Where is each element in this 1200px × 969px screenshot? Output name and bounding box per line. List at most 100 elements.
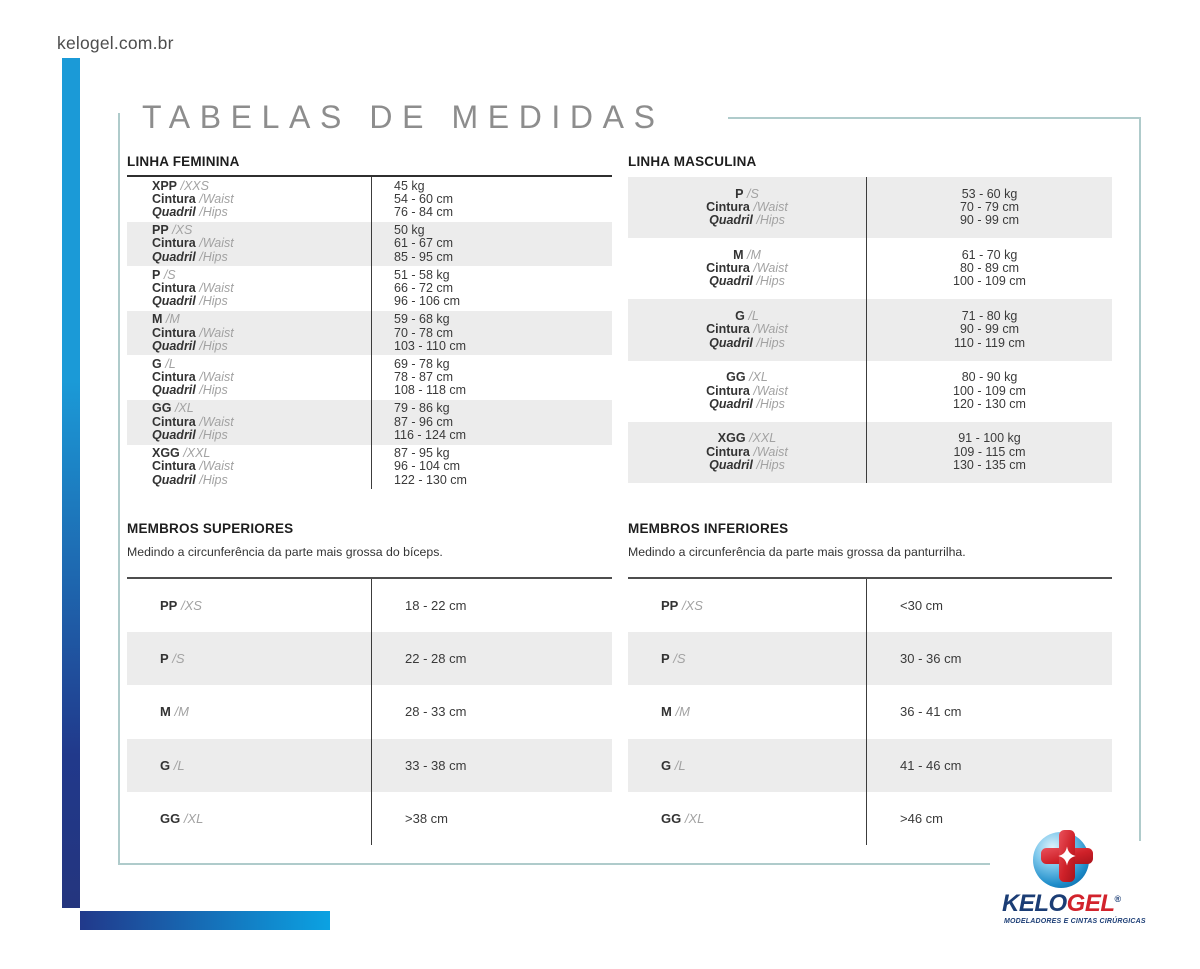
waist-label-en: /Waist (199, 280, 234, 295)
linha-masculina-table: P /S Cintura /Waist Quadril /Hips 53 - 60 k… (628, 177, 1112, 483)
hips-value: 116 - 124 cm (394, 428, 467, 443)
waist-label: Cintura (152, 280, 196, 295)
waist-label-en: /Waist (199, 236, 234, 251)
size-code-en: /XXL (183, 446, 211, 461)
left-accent-bar (62, 58, 80, 908)
size-values-cell: 71 - 80 kg 90 - 99 cm 110 - 119 cm (867, 299, 1112, 360)
size-row: PP /XS Cintura /Waist Quadril /Hips 50 kg 61… (127, 221, 612, 267)
hips-value: 103 - 110 cm (394, 338, 467, 353)
size-values-cell: 36 - 41 cm (867, 685, 1112, 738)
membros-inferiores-description: Medindo a circunferência da parte mais g… (628, 545, 966, 559)
hips-label: Quadril (709, 213, 753, 228)
hips-value: 110 - 119 cm (953, 335, 1026, 350)
size-code: P (152, 267, 161, 282)
size-label-cell: M /M Cintura /Waist Quadril /Hips (628, 238, 867, 300)
hips-label-en: /Hips (756, 396, 785, 411)
bottom-accent-bar (80, 911, 330, 930)
size-label-cell: G /L (628, 738, 867, 792)
size-values-cell: 45 kg 54 - 60 cm 76 - 84 cm (372, 177, 612, 222)
hips-value: 96 - 106 cm (394, 294, 461, 309)
waist-value: 54 - 60 cm (394, 191, 454, 206)
size-row: P /S 22 - 28 cm (127, 632, 612, 686)
waist-value: 109 - 115 cm (953, 444, 1026, 459)
size-row: GG /XL >46 cm (628, 791, 1112, 845)
hips-label-en: /Hips (199, 428, 228, 443)
membros-inferiores-header: MEMBROS INFERIORES (628, 521, 789, 536)
size-label-cell: GG /XL (628, 791, 867, 845)
size-code: G (735, 309, 745, 324)
hips-label-en: /Hips (756, 274, 785, 289)
size-row: G /L 33 - 38 cm (127, 738, 612, 792)
size-row: PP /XS 18 - 22 cm (127, 579, 612, 633)
linha-feminina-header: LINHA FEMININA (127, 154, 240, 169)
size-values-cell: 61 - 70 kg 80 - 89 cm 100 - 109 cm (867, 238, 1112, 299)
circumference-value: 36 - 41 cm (900, 704, 962, 720)
waist-value: 80 - 89 cm (959, 261, 1020, 276)
waist-value: 70 - 78 cm (394, 325, 454, 340)
hips-label-en: /Hips (199, 294, 228, 309)
frame-line-bottom (118, 863, 990, 865)
waist-label-en: /Waist (753, 383, 788, 398)
size-values-cell: 51 - 58 kg 66 - 72 cm 96 - 106 cm (372, 266, 612, 311)
size-code: XPP (152, 178, 178, 193)
section-membros-inferiores: MEMBROS INFERIORES Medindo a circunferên… (628, 522, 1112, 857)
size-row: P /S Cintura /Waist Quadril /Hips 53 - 60 k… (628, 177, 1112, 239)
weight-value: 53 - 60 kg (961, 186, 1018, 201)
size-values-cell: 80 - 90 kg 100 - 109 cm 120 - 130 cm (867, 361, 1112, 422)
size-values-cell: >46 cm (867, 792, 1112, 845)
size-label-cell: G /L (127, 738, 372, 792)
waist-label: Cintura (706, 322, 750, 337)
registered-mark: ® (1114, 894, 1122, 904)
waist-label-en: /Waist (199, 325, 234, 340)
size-row: M /M Cintura /Waist Quadril /Hips 61 - 70 k… (628, 238, 1112, 300)
logo-wordmark: KELOGEL® (1002, 890, 1121, 918)
size-code: PP (160, 597, 178, 613)
size-code: GG (726, 370, 746, 385)
waist-value: 96 - 104 cm (394, 459, 461, 474)
logo-cross-emblem-icon (1033, 830, 1093, 888)
waist-label: Cintura (152, 325, 196, 340)
size-code-en: /M (165, 312, 180, 327)
weight-value: 59 - 68 kg (394, 312, 450, 327)
weight-value: 51 - 58 kg (394, 267, 450, 282)
waist-label-en: /Waist (199, 459, 234, 474)
size-row: GG /XL >38 cm (127, 791, 612, 845)
hips-label-en: /Hips (199, 338, 228, 353)
logo-wordmark-red: GEL (1066, 890, 1115, 917)
waist-label-en: /Waist (753, 199, 788, 214)
hips-label-en: /Hips (756, 213, 785, 228)
size-code: M (152, 312, 163, 327)
size-code-en: /L (748, 309, 759, 324)
waist-label-en: /Waist (753, 261, 788, 276)
size-code: P (160, 651, 169, 667)
weight-value: 69 - 78 kg (394, 356, 450, 371)
membros-superiores-description: Medindo a circunferência da parte mais g… (127, 545, 443, 559)
size-code: G (160, 757, 171, 773)
size-code-en: /XL (183, 810, 204, 826)
hips-label: Quadril (709, 457, 753, 472)
size-code-en: /S (673, 651, 686, 667)
size-code-en: /XL (684, 810, 705, 826)
size-values-cell: 69 - 78 kg 78 - 87 cm 108 - 118 cm (372, 355, 612, 400)
section-linha-masculina: LINHA MASCULINA P /S Cintura /Waist Quadri… (628, 155, 1112, 483)
size-code: M (661, 704, 672, 720)
size-code: PP (661, 597, 679, 613)
hips-label: Quadril (152, 428, 196, 443)
size-label-cell: G /L Cintura /Waist Quadril /Hips (628, 299, 867, 361)
size-code-en: /M (174, 704, 189, 720)
circumference-value: 18 - 22 cm (405, 597, 467, 613)
waist-label-en: /Waist (199, 191, 234, 206)
hips-label: Quadril (152, 383, 196, 398)
waist-value: 100 - 109 cm (953, 383, 1026, 398)
size-values-cell: 87 - 95 kg 96 - 104 cm 122 - 130 cm (372, 445, 612, 490)
size-values-cell: 50 kg 61 - 67 cm 85 - 95 cm (372, 222, 612, 267)
hips-value: 120 - 130 cm (953, 396, 1026, 411)
size-row: P /S 30 - 36 cm (628, 632, 1112, 686)
waist-label: Cintura (152, 191, 196, 206)
size-values-cell: 91 - 100 kg 109 - 115 cm 130 - 135 cm (867, 422, 1112, 483)
hips-value: 76 - 84 cm (394, 205, 454, 220)
logo-wordmark-blue: KELO (1002, 890, 1067, 917)
hips-value: 85 - 95 cm (394, 249, 454, 264)
hips-label: Quadril (152, 205, 196, 220)
size-row: M /M 36 - 41 cm (628, 685, 1112, 739)
